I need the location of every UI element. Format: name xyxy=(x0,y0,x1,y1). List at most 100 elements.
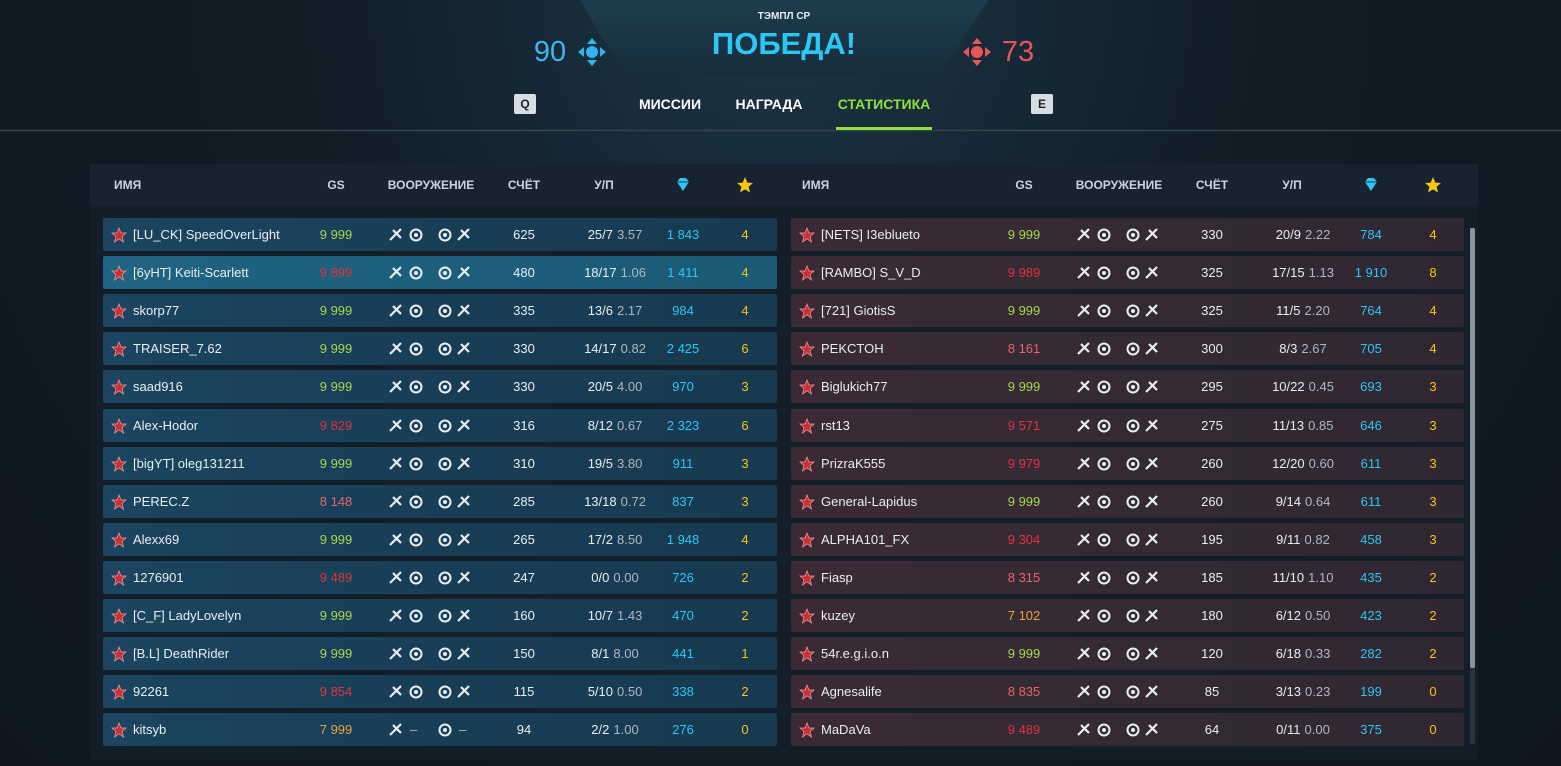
tab-active[interactable]: СТАТИСТИКА xyxy=(837,96,931,112)
gs-value: 9 899 xyxy=(319,265,353,281)
player-row[interactable]: [RAMBO] S_V_D 9 989 325 17/15 1.13 1 910 8 xyxy=(791,256,1464,290)
player-row[interactable]: [NETS] I3eblueto 9 999 330 20/9 2.22 784 4 xyxy=(791,218,1464,251)
rank-icon xyxy=(798,226,816,247)
kd-ratio: 0.64 xyxy=(1305,493,1331,509)
scrollbar[interactable] xyxy=(1470,228,1475,744)
player-row[interactable]: [721] GiotisS 9 999 325 11/5 2.20 764 4 xyxy=(791,294,1464,328)
column-header: ИМЯ xyxy=(114,178,142,192)
player-row[interactable]: PEREC.Z 8 148 285 13/18 0.72 837 3 xyxy=(103,484,777,518)
stars-value: 4 xyxy=(741,303,749,319)
kills-deaths: 10/22 xyxy=(1272,379,1305,395)
weapon-icon xyxy=(1143,226,1161,247)
player-name: Fiasp xyxy=(821,569,853,585)
kills-deaths: 18/17 xyxy=(584,265,617,281)
kd-cell: 9/14 0.64 xyxy=(1276,494,1331,509)
player-row[interactable]: skorp77 9 999 335 13/6 2.17 984 4 xyxy=(103,294,777,328)
gs-value: 8 835 xyxy=(1007,684,1041,700)
rank-icon xyxy=(110,378,128,399)
weapon-icon xyxy=(1075,302,1093,323)
player-row[interactable]: General-Lapidus 9 999 260 9/14 0.64 611 3 xyxy=(791,484,1464,518)
rank-icon xyxy=(798,607,816,628)
player-row[interactable]: PrizraK555 9 979 260 12/20 0.60 611 3 xyxy=(791,446,1464,480)
gs-value: 9 999 xyxy=(319,646,353,662)
score-value: 150 xyxy=(513,646,535,662)
kills-deaths: 6/12 xyxy=(1275,608,1301,623)
weapon-icon xyxy=(1095,683,1113,704)
player-row[interactable]: Fiasp 8 315 185 11/10 1.10 435 2 xyxy=(791,560,1464,594)
player-row[interactable]: 92261 9 854 115 5/10 0.50 338 2 xyxy=(103,675,777,709)
stars-header xyxy=(1424,176,1442,199)
player-row[interactable]: Alexx69 9 999 265 17/2 8.50 1 948 4 xyxy=(103,522,777,556)
weapon-icon xyxy=(1075,607,1093,628)
kd-ratio: 0.82 xyxy=(620,341,646,357)
player-row[interactable]: ALPHA101_FX 9 304 195 9/11 0.82 458 3 xyxy=(791,522,1464,556)
diamonds-value: 1 843 xyxy=(666,227,700,242)
tab[interactable]: НАГРАДА xyxy=(735,96,803,112)
kd-cell: 17/2 8.50 xyxy=(588,532,643,547)
player-row[interactable]: [LU_CK] SpeedOverLight 9 999 625 25/7 3.57 1 … xyxy=(103,218,777,251)
stars-value: 3 xyxy=(741,455,749,471)
player-row[interactable]: MaDaVa 9 489 64 0/11 0.00 375 0 xyxy=(791,713,1464,747)
player-row[interactable]: Biglukich77 9 999 295 10/22 0.45 693 3 xyxy=(791,370,1464,404)
stars-value: 3 xyxy=(741,493,749,509)
player-name: PEREC.Z xyxy=(133,493,190,509)
kd-cell: 8/3 2.67 xyxy=(1279,341,1326,356)
player-row[interactable]: [6yHT] Keiti-Scarlett 9 899 480 18/17 1.06 1 … xyxy=(103,256,777,290)
player-row[interactable]: PEKCTOH 8 161 300 8/3 2.67 705 4 xyxy=(791,332,1464,366)
diamonds-value: 984 xyxy=(672,303,694,319)
weapon-icon xyxy=(1075,226,1093,247)
diamonds-value: 764 xyxy=(1360,303,1382,319)
stars-header xyxy=(736,176,754,199)
player-name: [6yHT] Keiti-Scarlett xyxy=(133,265,249,281)
kills-deaths: 20/5 xyxy=(587,379,613,395)
weapon-icon xyxy=(455,226,473,247)
weapon-icon xyxy=(1095,569,1113,590)
player-row[interactable]: [B.L] DeathRider 9 999 150 8/1 8.00 441 1 xyxy=(103,637,777,671)
rank-icon xyxy=(110,417,128,438)
player-row[interactable]: [bigYT] oleg131211 9 999 310 19/5 3.80 911 3 xyxy=(103,446,777,480)
score-value: 85 xyxy=(1204,684,1220,700)
diamonds-value: 282 xyxy=(1360,646,1382,662)
player-row[interactable]: TRAISER_7.62 9 999 330 14/17 0.82 2 425 6 xyxy=(103,332,777,366)
player-row[interactable]: saad916 9 999 330 20/5 4.00 970 3 xyxy=(103,370,777,404)
diamonds-value: 705 xyxy=(1360,341,1382,357)
rank-icon xyxy=(798,531,816,552)
tab[interactable]: МИССИИ xyxy=(638,96,702,112)
gs-value: 9 999 xyxy=(319,303,353,319)
rank-icon xyxy=(110,531,128,552)
kd-ratio: 0.72 xyxy=(620,493,646,509)
diamonds-header xyxy=(674,176,692,199)
weapon-icon xyxy=(387,226,405,247)
gs-value: 9 999 xyxy=(1007,227,1041,242)
weapon-icon xyxy=(436,417,454,438)
player-row[interactable]: 54r.e.g.i.o.n 9 999 120 6/18 0.33 282 2 xyxy=(791,637,1464,671)
weapon-icon xyxy=(1124,645,1142,666)
kd-ratio: 0.85 xyxy=(1308,417,1334,433)
diamonds-value: 276 xyxy=(672,722,694,738)
score-value: 185 xyxy=(1201,569,1223,585)
player-row[interactable]: [C_F] LadyLovelyn 9 999 160 10/7 1.43 470 2 xyxy=(103,599,777,632)
player-row[interactable]: kitsyb 7 999 – – 94 2/2 1.00 276 0 xyxy=(103,713,777,747)
kd-cell: 6/18 0.33 xyxy=(1276,646,1331,661)
player-row[interactable]: kuzey 7 102 180 6/12 0.50 423 2 xyxy=(791,599,1464,632)
key-hint[interactable]: E xyxy=(1031,94,1053,114)
score-value: 115 xyxy=(513,684,535,700)
weapon-icon xyxy=(1124,607,1142,628)
weapon-icon xyxy=(455,645,473,666)
mode-title: ТЭМПЛ СР xyxy=(757,11,811,22)
rank-icon xyxy=(110,302,128,323)
weapon-icon xyxy=(387,340,405,361)
weapon-icon xyxy=(1124,493,1142,514)
key-hint[interactable]: Q xyxy=(514,94,536,114)
player-row[interactable]: Alex-Hodor 9 829 316 8/12 0.67 2 323 6 xyxy=(103,408,777,442)
player-row[interactable]: Agnesalife 8 835 85 3/13 0.23 199 0 xyxy=(791,675,1464,709)
kd-ratio: 0.60 xyxy=(1308,455,1334,471)
player-row[interactable]: rst13 9 571 275 11/13 0.85 646 3 xyxy=(791,408,1464,442)
score-value: 330 xyxy=(513,341,535,357)
diamonds-value: 1 948 xyxy=(666,531,700,547)
rank-icon xyxy=(110,264,128,285)
kills-deaths: 20/9 xyxy=(1275,227,1301,242)
player-row[interactable]: 1276901 9 489 247 0/0 0.00 726 2 xyxy=(103,560,777,594)
weapon-icon xyxy=(407,645,425,666)
weapon-icon xyxy=(1095,378,1113,399)
